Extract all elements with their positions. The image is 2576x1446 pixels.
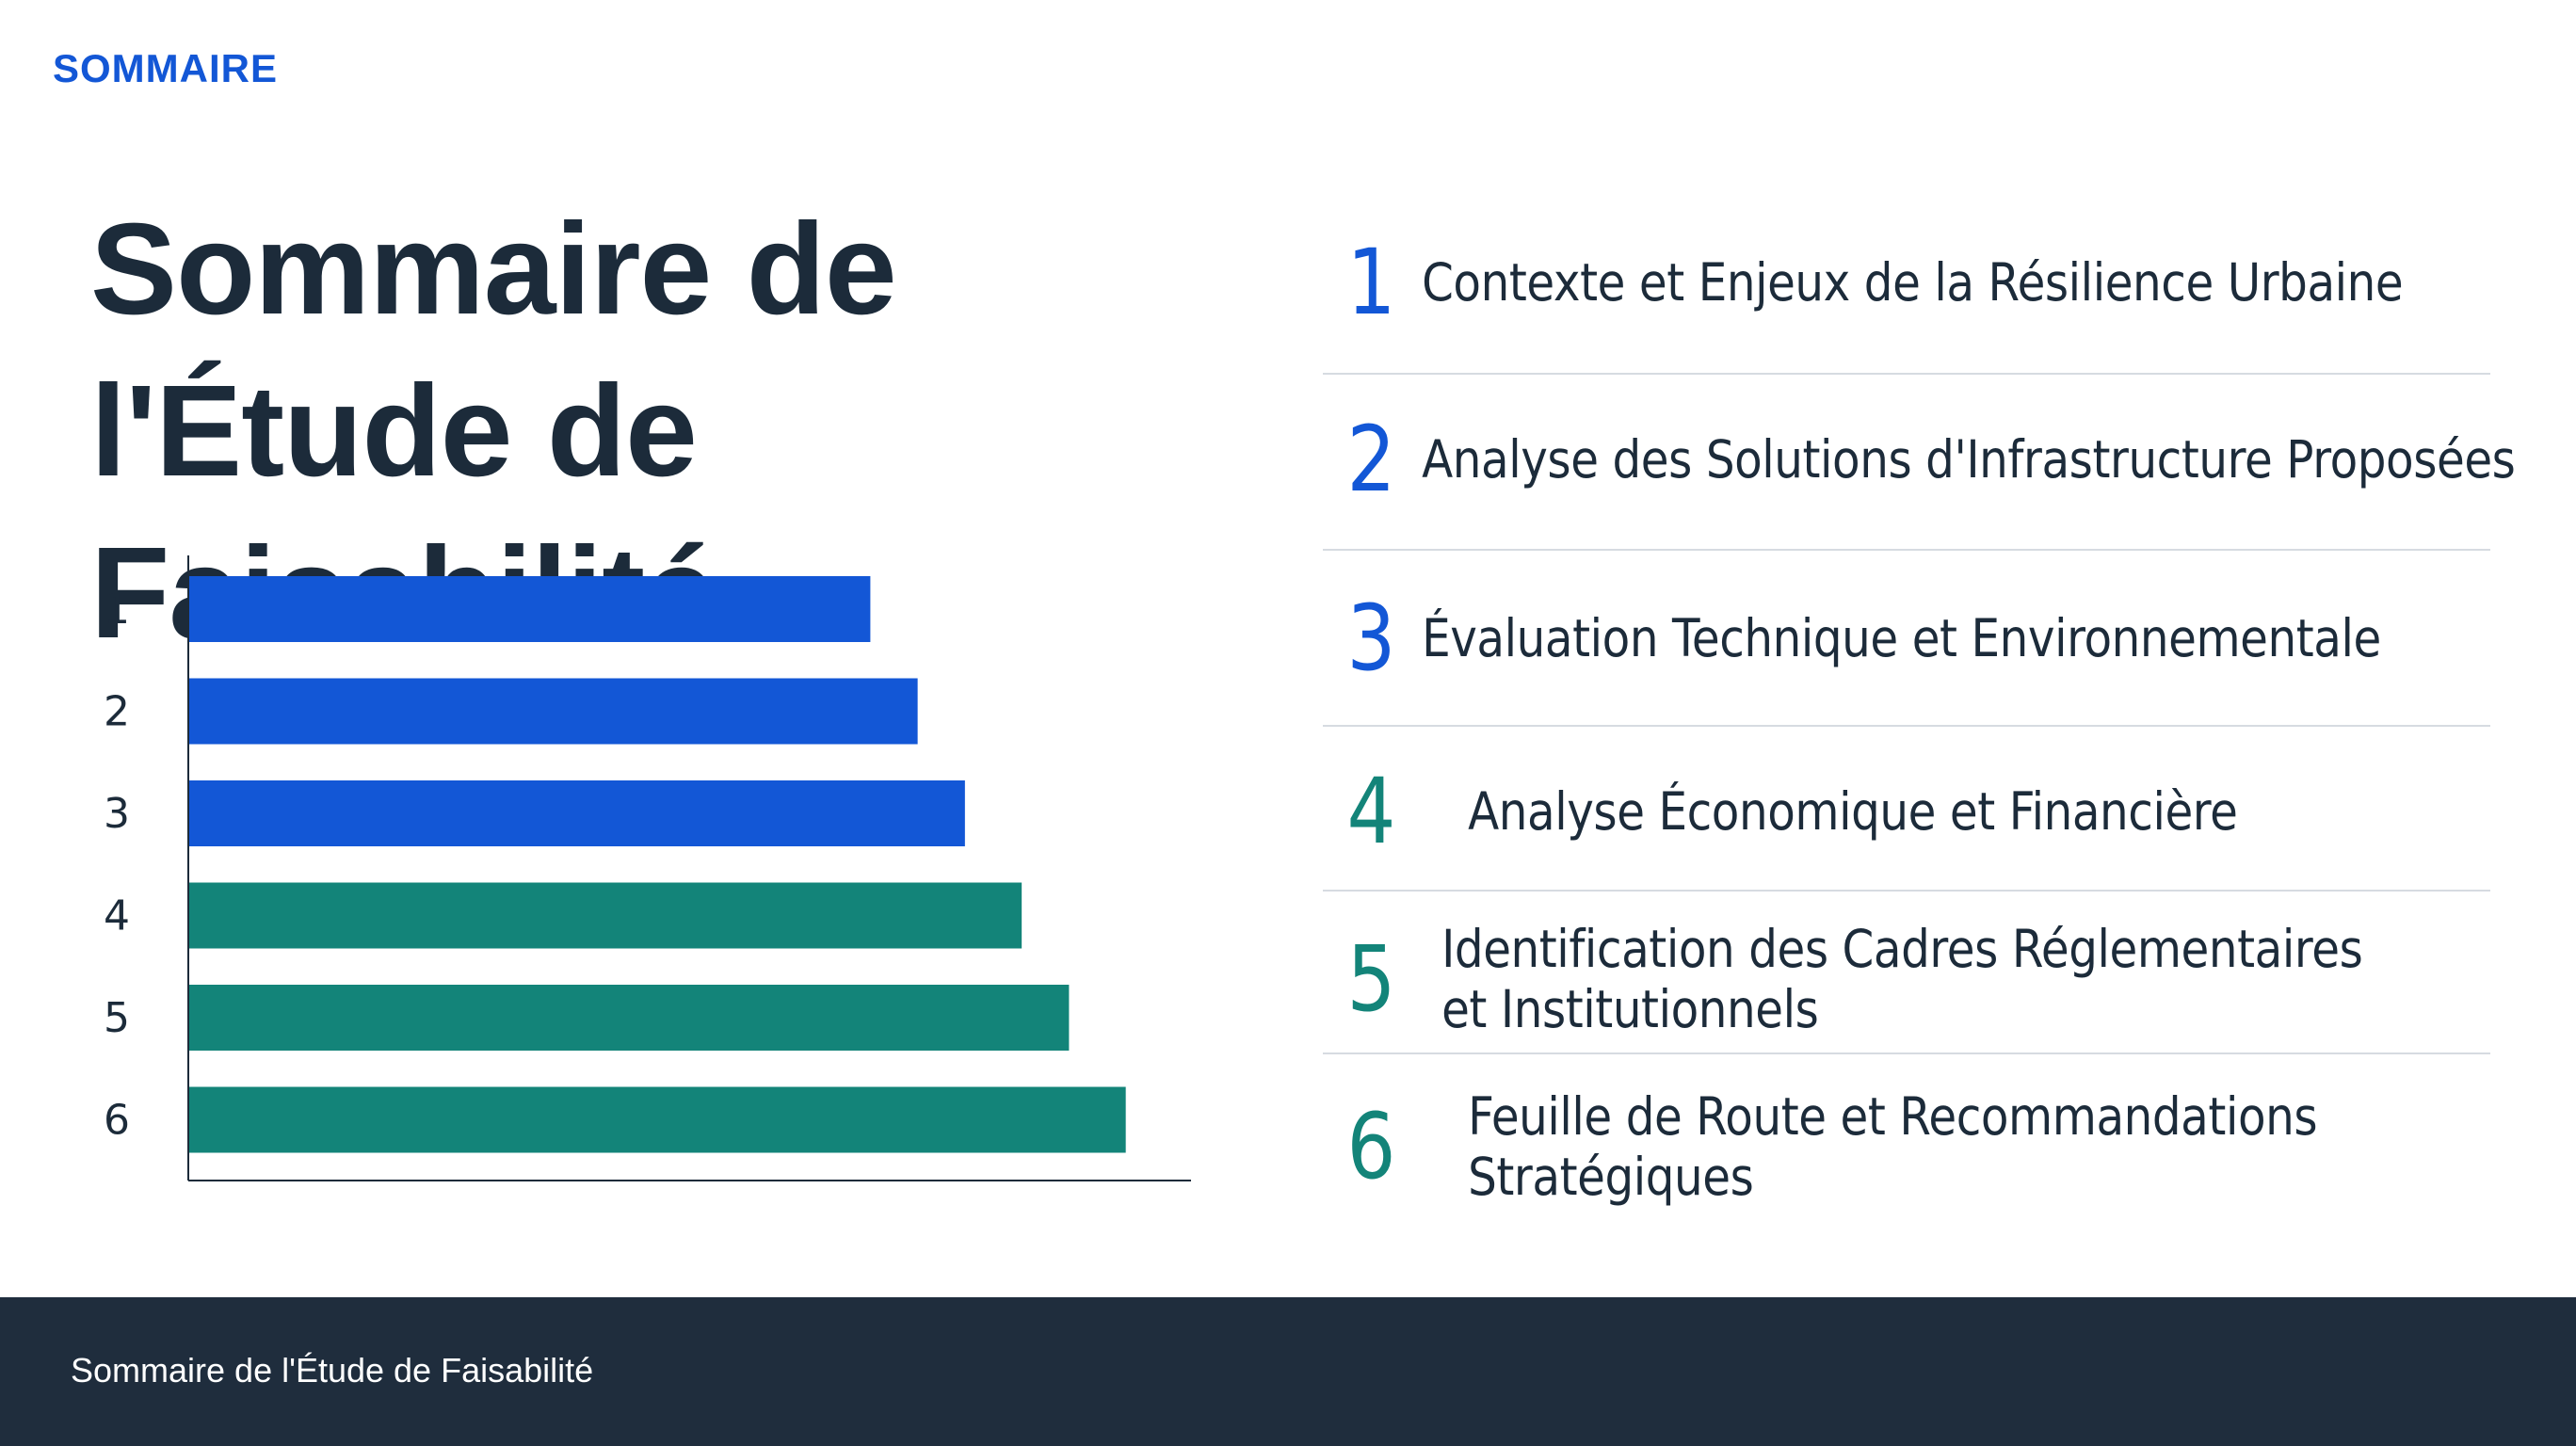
chart-tick-label-4: 4 xyxy=(104,892,130,940)
toc-label: Évaluation Technique et Environnementale xyxy=(1422,608,2381,668)
bar-chart-svg: 1 2 3 4 5 6 xyxy=(104,555,1191,1181)
chart-tick-label-1: 1 xyxy=(104,586,130,634)
toc-divider xyxy=(1323,1052,2490,1054)
footer-bar: Sommaire de l'Étude de Faisabilité xyxy=(0,1297,2576,1446)
section-kicker: SOMMAIRE xyxy=(53,46,278,90)
toc-item-1[interactable]: 1 Contexte et Enjeux de la Résilience Urb… xyxy=(1323,237,2490,328)
toc-item-5[interactable]: 5 Identification des Cadres Réglementaire… xyxy=(1323,919,2490,1039)
toc-number: 5 xyxy=(1346,926,1396,1032)
chart-bar-2 xyxy=(189,678,918,745)
toc-divider xyxy=(1323,890,2490,892)
chart-bar-3 xyxy=(189,780,965,846)
toc-divider xyxy=(1323,725,2490,727)
toc-number: 1 xyxy=(1346,230,1396,335)
toc-number: 6 xyxy=(1346,1094,1396,1199)
toc-divider xyxy=(1323,549,2490,551)
chart-tick-label-6: 6 xyxy=(104,1097,130,1145)
chart-bar-6 xyxy=(189,1086,1126,1153)
chart-bar-4 xyxy=(189,882,1022,949)
toc-item-3[interactable]: 3 Évaluation Technique et Environnemental… xyxy=(1323,593,2490,683)
toc-number: 3 xyxy=(1346,586,1396,691)
toc-label: Analyse des Solutions d'Infrastructure P… xyxy=(1422,429,2516,490)
summary-bar-chart: 1 2 3 4 5 6 xyxy=(75,546,1205,1205)
toc-label: Contexte et Enjeux de la Résilience Urba… xyxy=(1422,252,2404,313)
chart-tick-label-3: 3 xyxy=(104,790,130,838)
toc-divider xyxy=(1323,373,2490,375)
toc-item-6[interactable]: 6 Feuille de Route et Recommandations Stra… xyxy=(1323,1086,2490,1207)
toc-label: Feuille de Route et Recommandations Strat… xyxy=(1468,1086,2318,1207)
chart-bar-5 xyxy=(189,985,1070,1051)
toc-number: 4 xyxy=(1346,759,1396,864)
toc-item-4[interactable]: 4 Analyse Économique et Financière xyxy=(1323,766,2490,857)
chart-tick-label-5: 5 xyxy=(104,994,130,1042)
footer-text: Sommaire de l'Étude de Faisabilité xyxy=(71,1351,594,1390)
chart-tick-label-2: 2 xyxy=(104,688,130,736)
toc-label: Identification des Cadres Réglementaires… xyxy=(1441,919,2363,1039)
chart-bar-1 xyxy=(189,576,871,642)
toc-label: Analyse Économique et Financière xyxy=(1468,781,2238,842)
toc-item-2[interactable]: 2 Analyse des Solutions d'Infrastructure … xyxy=(1323,414,2516,505)
page-title-line-1: Sommaire de xyxy=(90,197,897,342)
toc-number: 2 xyxy=(1346,407,1396,512)
